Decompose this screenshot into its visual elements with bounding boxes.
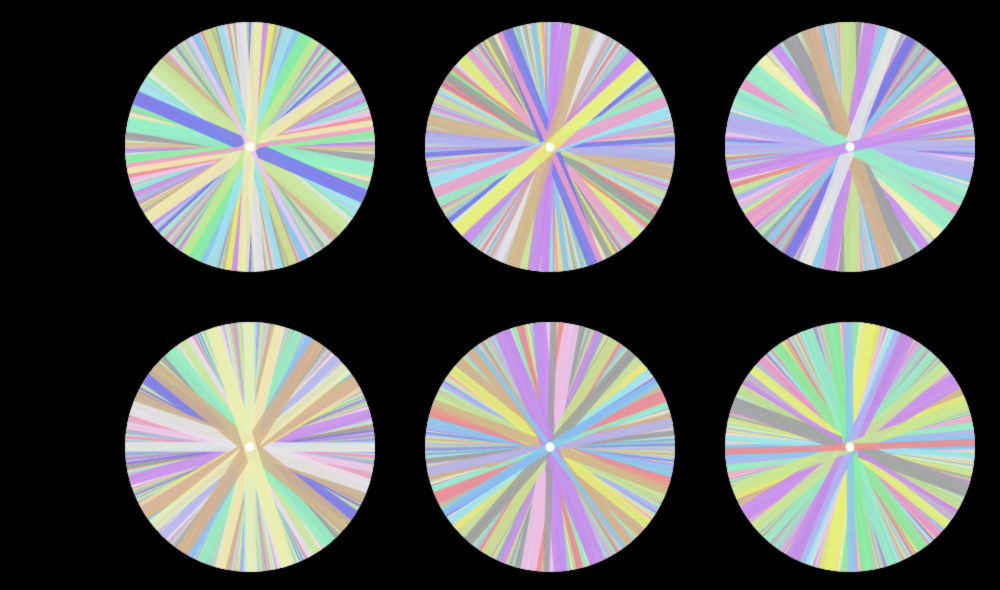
disc-6 xyxy=(724,321,976,573)
radial-lines-canvas xyxy=(724,21,976,273)
disc-4 xyxy=(124,321,376,573)
disc-3 xyxy=(724,21,976,273)
radial-lines-canvas xyxy=(424,21,676,273)
radial-lines-canvas xyxy=(724,321,976,573)
radial-lines-canvas xyxy=(124,21,376,273)
radial-lines-canvas xyxy=(424,321,676,573)
disc-2 xyxy=(424,21,676,273)
disc-5 xyxy=(424,321,676,573)
disc-1 xyxy=(124,21,376,273)
radial-lines-canvas xyxy=(124,321,376,573)
